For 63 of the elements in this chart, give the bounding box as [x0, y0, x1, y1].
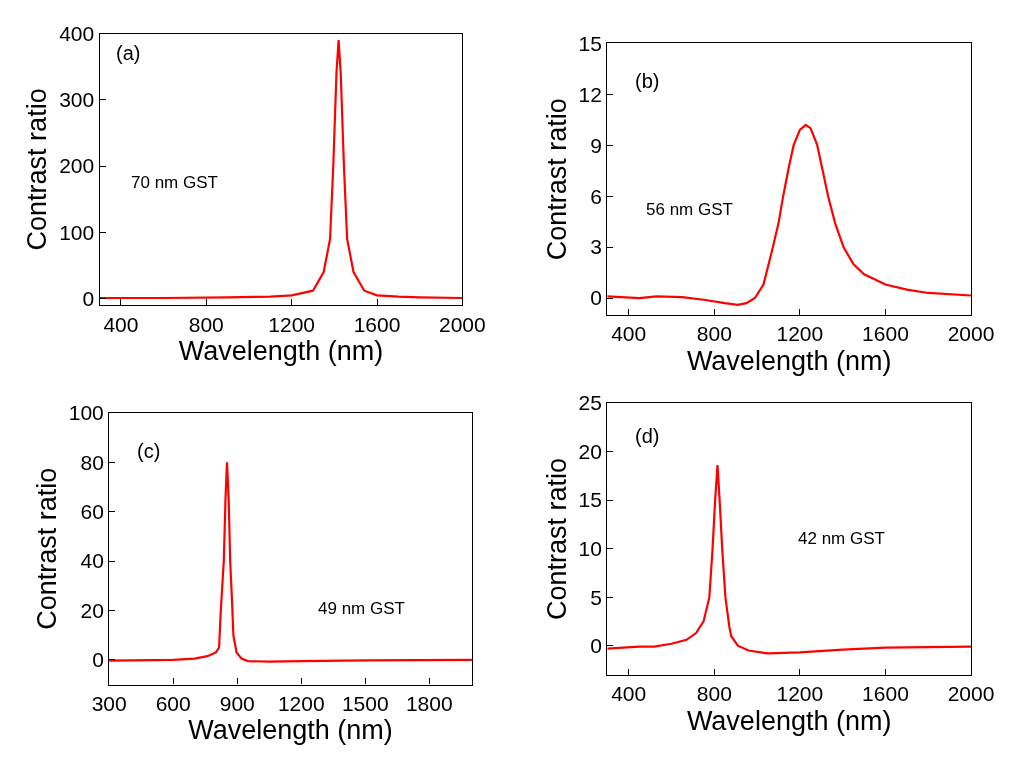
y-tick-label: 15	[578, 31, 602, 55]
y-tick-label: 100	[68, 401, 104, 425]
x-tick-label: 600	[155, 691, 191, 715]
y-tick-label: 9	[590, 133, 602, 157]
annotation: 56 nm GST	[646, 200, 733, 219]
annotation: (c)	[137, 440, 161, 462]
x-axis-title: Wavelength (nm)	[188, 715, 393, 746]
x-tick-label: 800	[188, 312, 224, 336]
y-tick-label: 20	[578, 439, 602, 463]
x-axis-title: Wavelength (nm)	[178, 336, 384, 367]
y-axis-title: Contrast ratio	[22, 88, 53, 251]
y-tick-label: 0	[590, 634, 602, 658]
annotation: 42 nm GST	[798, 529, 885, 548]
y-tick-label: 6	[590, 184, 602, 208]
y-tick-label: 0	[590, 286, 602, 310]
x-tick-label: 1600	[862, 322, 909, 346]
x-tick-label: 400	[611, 682, 647, 706]
x-axis-title: Wavelength (nm)	[686, 345, 892, 376]
y-axis-title: Contrast ratio	[541, 98, 572, 261]
annotation: 49 nm GST	[318, 599, 405, 618]
annotation: (d)	[635, 425, 660, 447]
line-series	[99, 39, 463, 300]
y-tick-label: 60	[80, 499, 104, 523]
y-tick-label: 300	[59, 88, 95, 112]
x-tick-label: 1500	[341, 691, 389, 715]
y-tick-label: 400	[59, 21, 95, 45]
x-axis-title: Wavelength (nm)	[686, 705, 892, 736]
y-tick-label: 3	[590, 235, 602, 259]
x-tick-label: 400	[611, 322, 647, 346]
y-tick-label: 10	[578, 536, 602, 560]
annotation: 70 nm GST	[131, 173, 218, 192]
x-tick-label: 1200	[277, 691, 325, 715]
x-tick-label: 400	[103, 312, 139, 336]
x-tick-label: 2000	[439, 312, 486, 336]
x-tick-label: 1200	[268, 312, 316, 336]
y-tick-label: 15	[578, 488, 602, 512]
y-tick-label: 0	[92, 648, 104, 672]
y-tick-label: 200	[59, 154, 95, 178]
x-tick-label: 2000	[947, 682, 995, 706]
x-tick-label: 1600	[862, 682, 909, 706]
annotation: (a)	[116, 42, 141, 64]
y-tick-label: 80	[80, 450, 104, 474]
y-tick-label: 5	[590, 585, 602, 609]
x-tick-label: 1600	[353, 312, 401, 336]
y-tick-label: 20	[80, 598, 104, 622]
y-axis-title: Contrast ratio	[31, 467, 62, 630]
x-tick-label: 1800	[405, 691, 453, 715]
annotation: (b)	[635, 70, 660, 92]
x-tick-label: 900	[219, 691, 255, 715]
y-tick-label: 0	[82, 287, 95, 310]
y-tick-label: 12	[578, 82, 602, 106]
y-axis-title: Contrast ratio	[541, 457, 572, 620]
line-series	[109, 461, 472, 663]
y-tick-label: 100	[59, 220, 95, 244]
x-tick-label: 800	[696, 682, 732, 706]
x-tick-label: 2000	[947, 322, 995, 346]
line-series	[607, 123, 972, 306]
y-tick-label: 40	[80, 549, 104, 573]
line-series	[607, 464, 972, 655]
y-tick-label: 25	[578, 391, 602, 415]
x-tick-label: 1200	[776, 322, 824, 346]
x-tick-label: 1200	[776, 682, 824, 706]
x-tick-label: 800	[696, 322, 732, 346]
